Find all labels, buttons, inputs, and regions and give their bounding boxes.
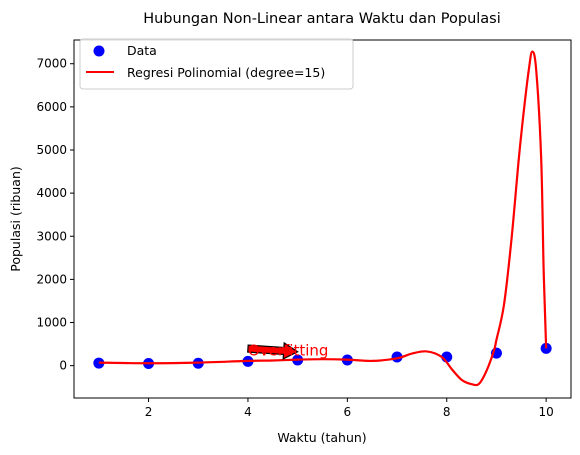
legend-marker-data — [94, 46, 105, 57]
legend-label-data: Data — [127, 43, 157, 58]
y-tick-label: 6000 — [36, 100, 67, 114]
legend-label-regression: Regresi Polinomial (degree=15) — [127, 65, 325, 80]
y-tick-label: 7000 — [36, 57, 67, 71]
y-tick-label: 0 — [59, 359, 67, 373]
chart-title: Hubungan Non-Linear antara Waktu dan Pop… — [143, 11, 501, 27]
x-tick-label: 8 — [443, 405, 451, 419]
legend: Data Regresi Polinomial (degree=15) — [80, 39, 353, 89]
x-tick-label: 4 — [244, 405, 252, 419]
y-tick-label: 1000 — [36, 316, 67, 330]
y-tick-label: 5000 — [36, 143, 67, 157]
y-tick-label: 2000 — [36, 272, 67, 286]
legend-box — [80, 39, 353, 89]
x-tick-label: 2 — [145, 405, 153, 419]
y-tick-label: 4000 — [36, 186, 67, 200]
x-axis-title: Waktu (tahun) — [277, 430, 366, 445]
x-tick-label: 6 — [344, 405, 352, 419]
y-axis-title: Populasi (ribuan) — [8, 166, 23, 272]
x-tick-label: 10 — [539, 405, 554, 419]
y-tick-label: 3000 — [36, 229, 67, 243]
annotation-label: Overfitting — [248, 342, 329, 360]
